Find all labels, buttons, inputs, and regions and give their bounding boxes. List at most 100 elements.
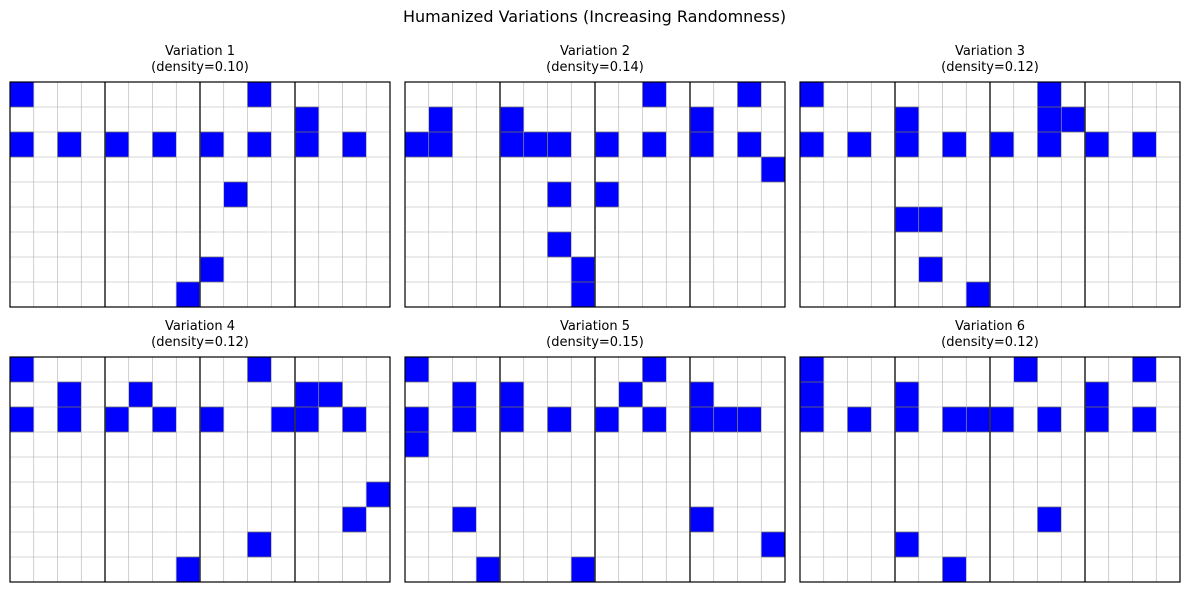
active-cell <box>1084 406 1110 433</box>
grid-frame <box>799 81 1181 308</box>
active-cell <box>247 131 272 158</box>
active-cell <box>918 206 943 233</box>
active-cell <box>294 106 320 133</box>
active-cell <box>965 406 991 433</box>
active-cell <box>247 81 272 108</box>
active-cell <box>342 406 367 433</box>
active-cell <box>104 406 130 433</box>
active-cell <box>152 406 177 433</box>
active-cell <box>642 131 667 158</box>
active-cell <box>894 381 920 408</box>
active-cell <box>989 406 1015 433</box>
active-cell <box>499 406 525 433</box>
pattern-grid <box>799 81 1181 308</box>
active-cell <box>737 406 762 433</box>
active-cell <box>365 481 391 508</box>
active-cell <box>760 156 786 183</box>
active-cell <box>760 531 786 558</box>
active-cell <box>199 406 225 433</box>
active-cell <box>689 381 715 408</box>
active-cell <box>1060 106 1086 133</box>
active-cell <box>475 556 501 583</box>
active-cell <box>570 281 596 308</box>
active-cell <box>618 381 643 408</box>
panel-title: Variation 1 <box>164 44 236 59</box>
active-cell <box>894 106 920 133</box>
panel-subtitle: (density=0.12) <box>941 60 1039 75</box>
active-cell <box>799 131 825 158</box>
active-cell <box>57 381 82 408</box>
active-cell <box>1132 406 1157 433</box>
active-cell <box>547 231 572 258</box>
active-cell <box>894 531 920 558</box>
grid-frame <box>799 356 1181 583</box>
active-cell <box>523 131 548 158</box>
panel-title: Variation 6 <box>954 319 1026 334</box>
pattern-grid <box>9 356 391 583</box>
active-cell <box>799 356 825 383</box>
active-cell <box>404 406 430 433</box>
grid-frame <box>9 356 391 583</box>
active-cell <box>452 406 477 433</box>
active-cell <box>547 181 572 208</box>
active-cell <box>247 356 272 383</box>
active-cell <box>894 206 920 233</box>
active-cell <box>1132 131 1157 158</box>
panel-subtitle: (density=0.12) <box>941 335 1039 350</box>
active-cell <box>799 381 825 408</box>
active-cell <box>199 131 225 158</box>
active-cell <box>342 131 367 158</box>
figure-title: Humanized Variations (Increasing Randomn… <box>402 7 787 26</box>
active-cell <box>689 106 715 133</box>
grid-frame <box>9 81 391 308</box>
active-cell <box>342 506 367 533</box>
active-cell <box>9 131 35 158</box>
panel-title: Variation 5 <box>559 319 631 334</box>
active-cell <box>594 131 620 158</box>
active-cell <box>199 256 225 283</box>
active-cell <box>499 381 525 408</box>
active-cell <box>294 406 320 433</box>
active-cell <box>57 131 82 158</box>
active-cell <box>642 406 667 433</box>
active-cell <box>689 506 715 533</box>
active-cell <box>1037 81 1062 108</box>
active-cell <box>689 406 715 433</box>
active-cell <box>1037 506 1062 533</box>
grid-frame <box>404 356 786 583</box>
active-cell <box>1084 131 1110 158</box>
active-cell <box>689 131 715 158</box>
panel-title: Variation 4 <box>164 319 236 334</box>
active-cell <box>989 131 1015 158</box>
active-cell <box>965 281 991 308</box>
active-cell <box>737 81 762 108</box>
pattern-grid <box>9 81 391 308</box>
active-cell <box>318 381 343 408</box>
active-cell <box>547 406 572 433</box>
active-cell <box>1037 406 1062 433</box>
panel-subtitle: (density=0.14) <box>546 60 644 75</box>
panel-subtitle: (density=0.10) <box>151 60 249 75</box>
active-cell <box>942 406 967 433</box>
active-cell <box>642 81 667 108</box>
active-cell <box>152 131 177 158</box>
active-cell <box>294 381 320 408</box>
active-cell <box>642 356 667 383</box>
active-cell <box>847 406 872 433</box>
panel-subtitle: (density=0.12) <box>151 335 249 350</box>
pattern-grid <box>799 356 1181 583</box>
active-cell <box>894 406 920 433</box>
active-cell <box>942 131 967 158</box>
pattern-grid <box>404 81 786 308</box>
active-cell <box>452 381 477 408</box>
active-cell <box>223 181 248 208</box>
active-cell <box>570 256 596 283</box>
active-cell <box>404 431 430 458</box>
active-cell <box>918 256 943 283</box>
active-cell <box>57 406 82 433</box>
panel-title: Variation 2 <box>559 44 631 59</box>
active-cell <box>9 356 35 383</box>
active-cell <box>404 131 430 158</box>
active-cell <box>499 106 525 133</box>
active-cell <box>9 406 35 433</box>
